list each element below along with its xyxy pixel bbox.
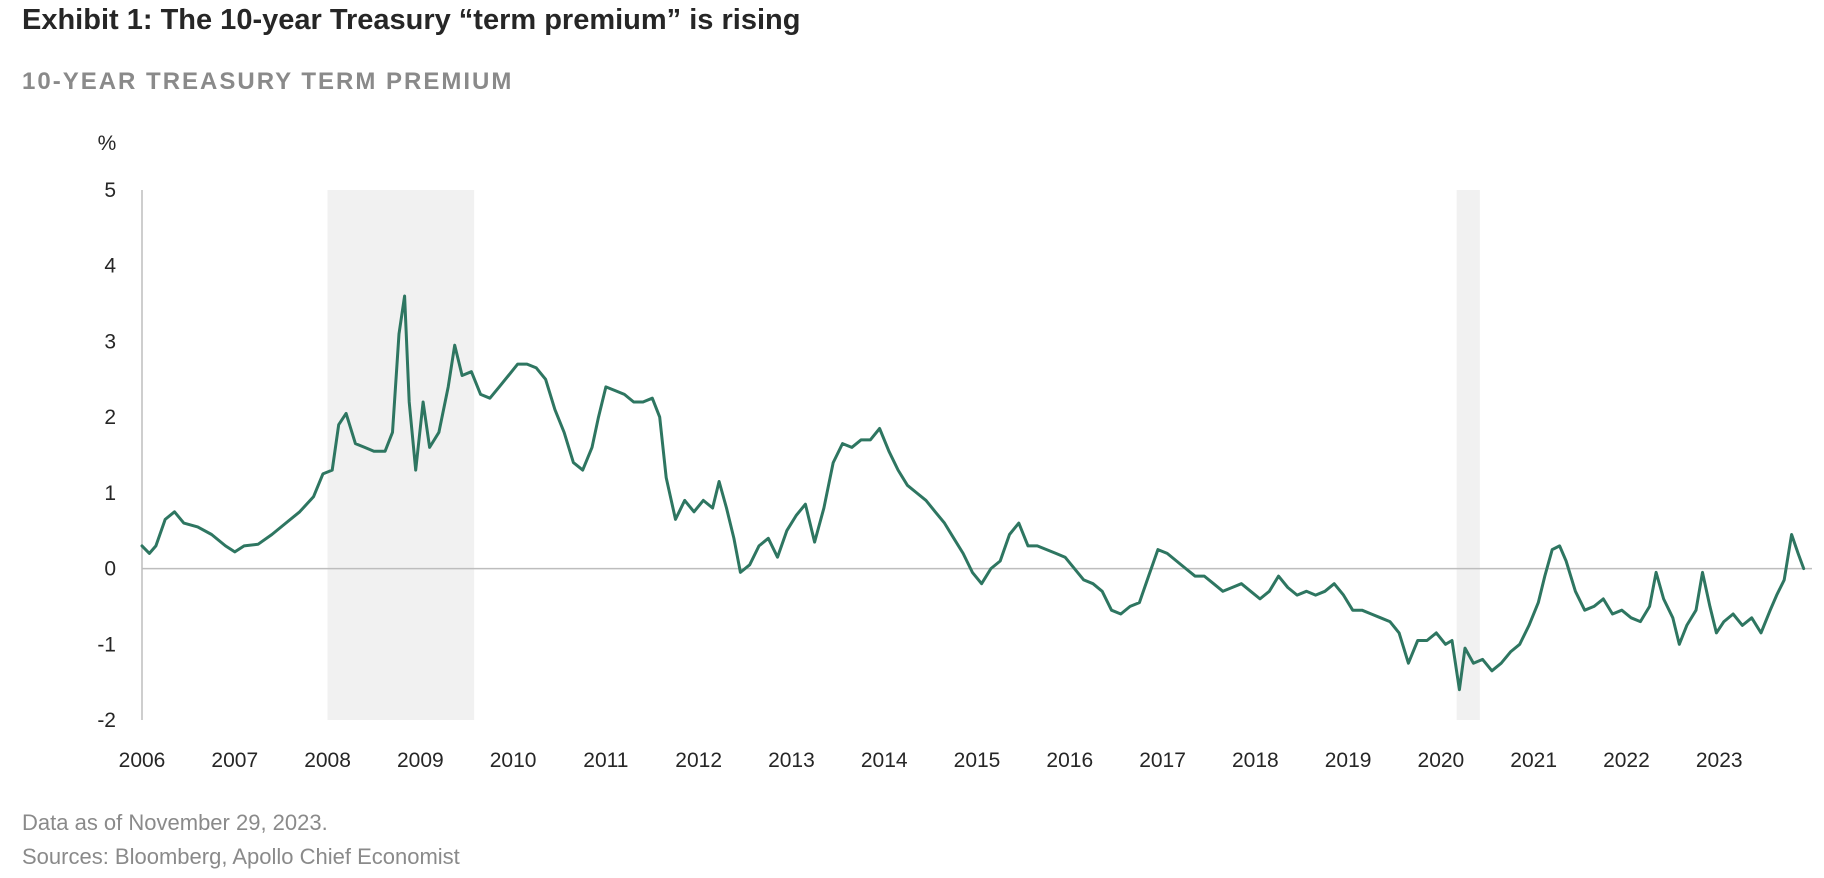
x-tick-label: 2009 <box>397 749 444 772</box>
chart-subtitle: 10-YEAR TREASURY TERM PREMIUM <box>22 68 514 95</box>
x-tick-label: 2017 <box>1139 749 1186 772</box>
x-tick-label: 2006 <box>119 749 166 772</box>
y-tick-label: -1 <box>97 633 116 656</box>
y-tick-label: 0 <box>104 558 116 581</box>
x-tick-label: 2020 <box>1418 749 1465 772</box>
y-tick-label: 4 <box>104 255 116 278</box>
x-tick-label: 2021 <box>1510 749 1557 772</box>
x-tick-label: 2019 <box>1325 749 1372 772</box>
x-tick-label: 2014 <box>861 749 908 772</box>
y-tick-label: 1 <box>104 482 116 505</box>
page-title: Exhibit 1: The 10-year Treasury “term pr… <box>22 4 801 36</box>
data-date-note: Data as of November 29, 2023. <box>22 810 328 835</box>
x-tick-label: 2018 <box>1232 749 1279 772</box>
term-premium-series-line <box>140 294 1806 692</box>
x-tick-label: 2013 <box>768 749 815 772</box>
x-tick-label: 2012 <box>675 749 722 772</box>
recession-shade-2 <box>1456 190 1480 720</box>
y-tick-label: -2 <box>97 709 116 732</box>
x-tick-label: 2015 <box>954 749 1001 772</box>
x-tick-label: 2010 <box>490 749 537 772</box>
x-tick-label: 2011 <box>583 749 628 772</box>
y-axis-unit-label: % <box>98 132 117 155</box>
sources-note: Sources: Bloomberg, Apollo Chief Economi… <box>22 844 460 869</box>
x-tick-label: 2008 <box>304 749 351 772</box>
recession-shade-1 <box>327 190 475 720</box>
x-tick-label: 2016 <box>1046 749 1093 772</box>
y-tick-label: 3 <box>104 330 116 353</box>
y-tick-label: 2 <box>104 406 116 429</box>
x-tick-label: 2007 <box>211 749 258 772</box>
y-tick-label: 5 <box>104 179 116 202</box>
x-tick-label: 2023 <box>1696 749 1743 772</box>
x-tick-label: 2022 <box>1603 749 1650 772</box>
